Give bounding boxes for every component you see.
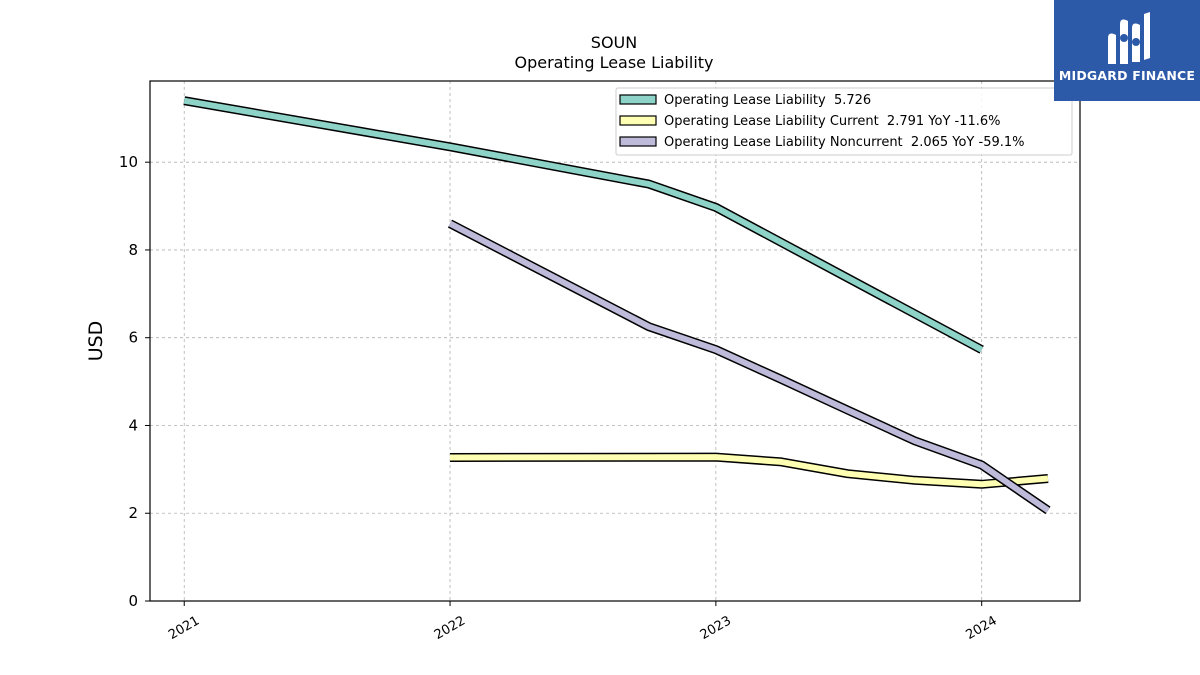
series-line-operating-lease-liability-current <box>449 454 1049 488</box>
y-tick-label: 8 <box>128 241 138 259</box>
legend-swatch <box>619 115 657 126</box>
legend: Operating Lease Liability 5.726 Operatin… <box>615 87 1073 156</box>
legend-box <box>615 87 1073 156</box>
x-tick-label: 2024 <box>964 613 1000 643</box>
midgard-logo-icon <box>1108 12 1150 64</box>
y-tick-label: 10 <box>119 153 138 171</box>
legend-entry-operating-lease-liability: Operating Lease Liability 5.726 <box>619 93 871 108</box>
legend-swatch <box>619 136 657 147</box>
series-line-operating-lease-liability-noncurrent <box>448 220 1050 513</box>
brand-name: MIDGARD FINANCE <box>1058 68 1196 83</box>
legend-entry-operating-lease-liability-current: Operating Lease Liability Current 2.791 … <box>619 114 1001 129</box>
chart-subtitle: Operating Lease Liability <box>514 53 713 72</box>
legend-entry-operating-lease-liability-noncurrent: Operating Lease Liability Noncurrent 2.0… <box>619 135 1025 150</box>
x-tick-label: 2021 <box>166 613 202 643</box>
series-line-operating-lease-liability <box>183 97 984 353</box>
series-lines <box>183 96 1051 515</box>
legend-label: Operating Lease Liability Current 2.791 … <box>664 114 1001 129</box>
y-tick-label: 2 <box>128 504 138 522</box>
grid <box>150 81 1080 601</box>
legend-swatch <box>619 94 657 105</box>
y-axis: 0 2 4 6 8 10 <box>119 153 150 610</box>
x-axis: 2021 2022 2023 2024 <box>166 601 1000 643</box>
brand-logo: MIDGARD FINANCE <box>1054 0 1200 101</box>
legend-label: Operating Lease Liability Noncurrent 2.0… <box>664 135 1025 150</box>
plot-area-frame <box>149 80 1081 602</box>
y-axis-label: USD <box>85 321 107 362</box>
x-tick-label: 2022 <box>432 613 468 643</box>
legend-label: Operating Lease Liability 5.726 <box>664 93 871 108</box>
y-tick-label: 0 <box>128 592 138 610</box>
x-tick-label: 2023 <box>698 613 734 643</box>
y-tick-label: 4 <box>128 416 138 434</box>
y-tick-label: 6 <box>128 329 138 347</box>
chart-title: SOUN <box>591 33 637 52</box>
